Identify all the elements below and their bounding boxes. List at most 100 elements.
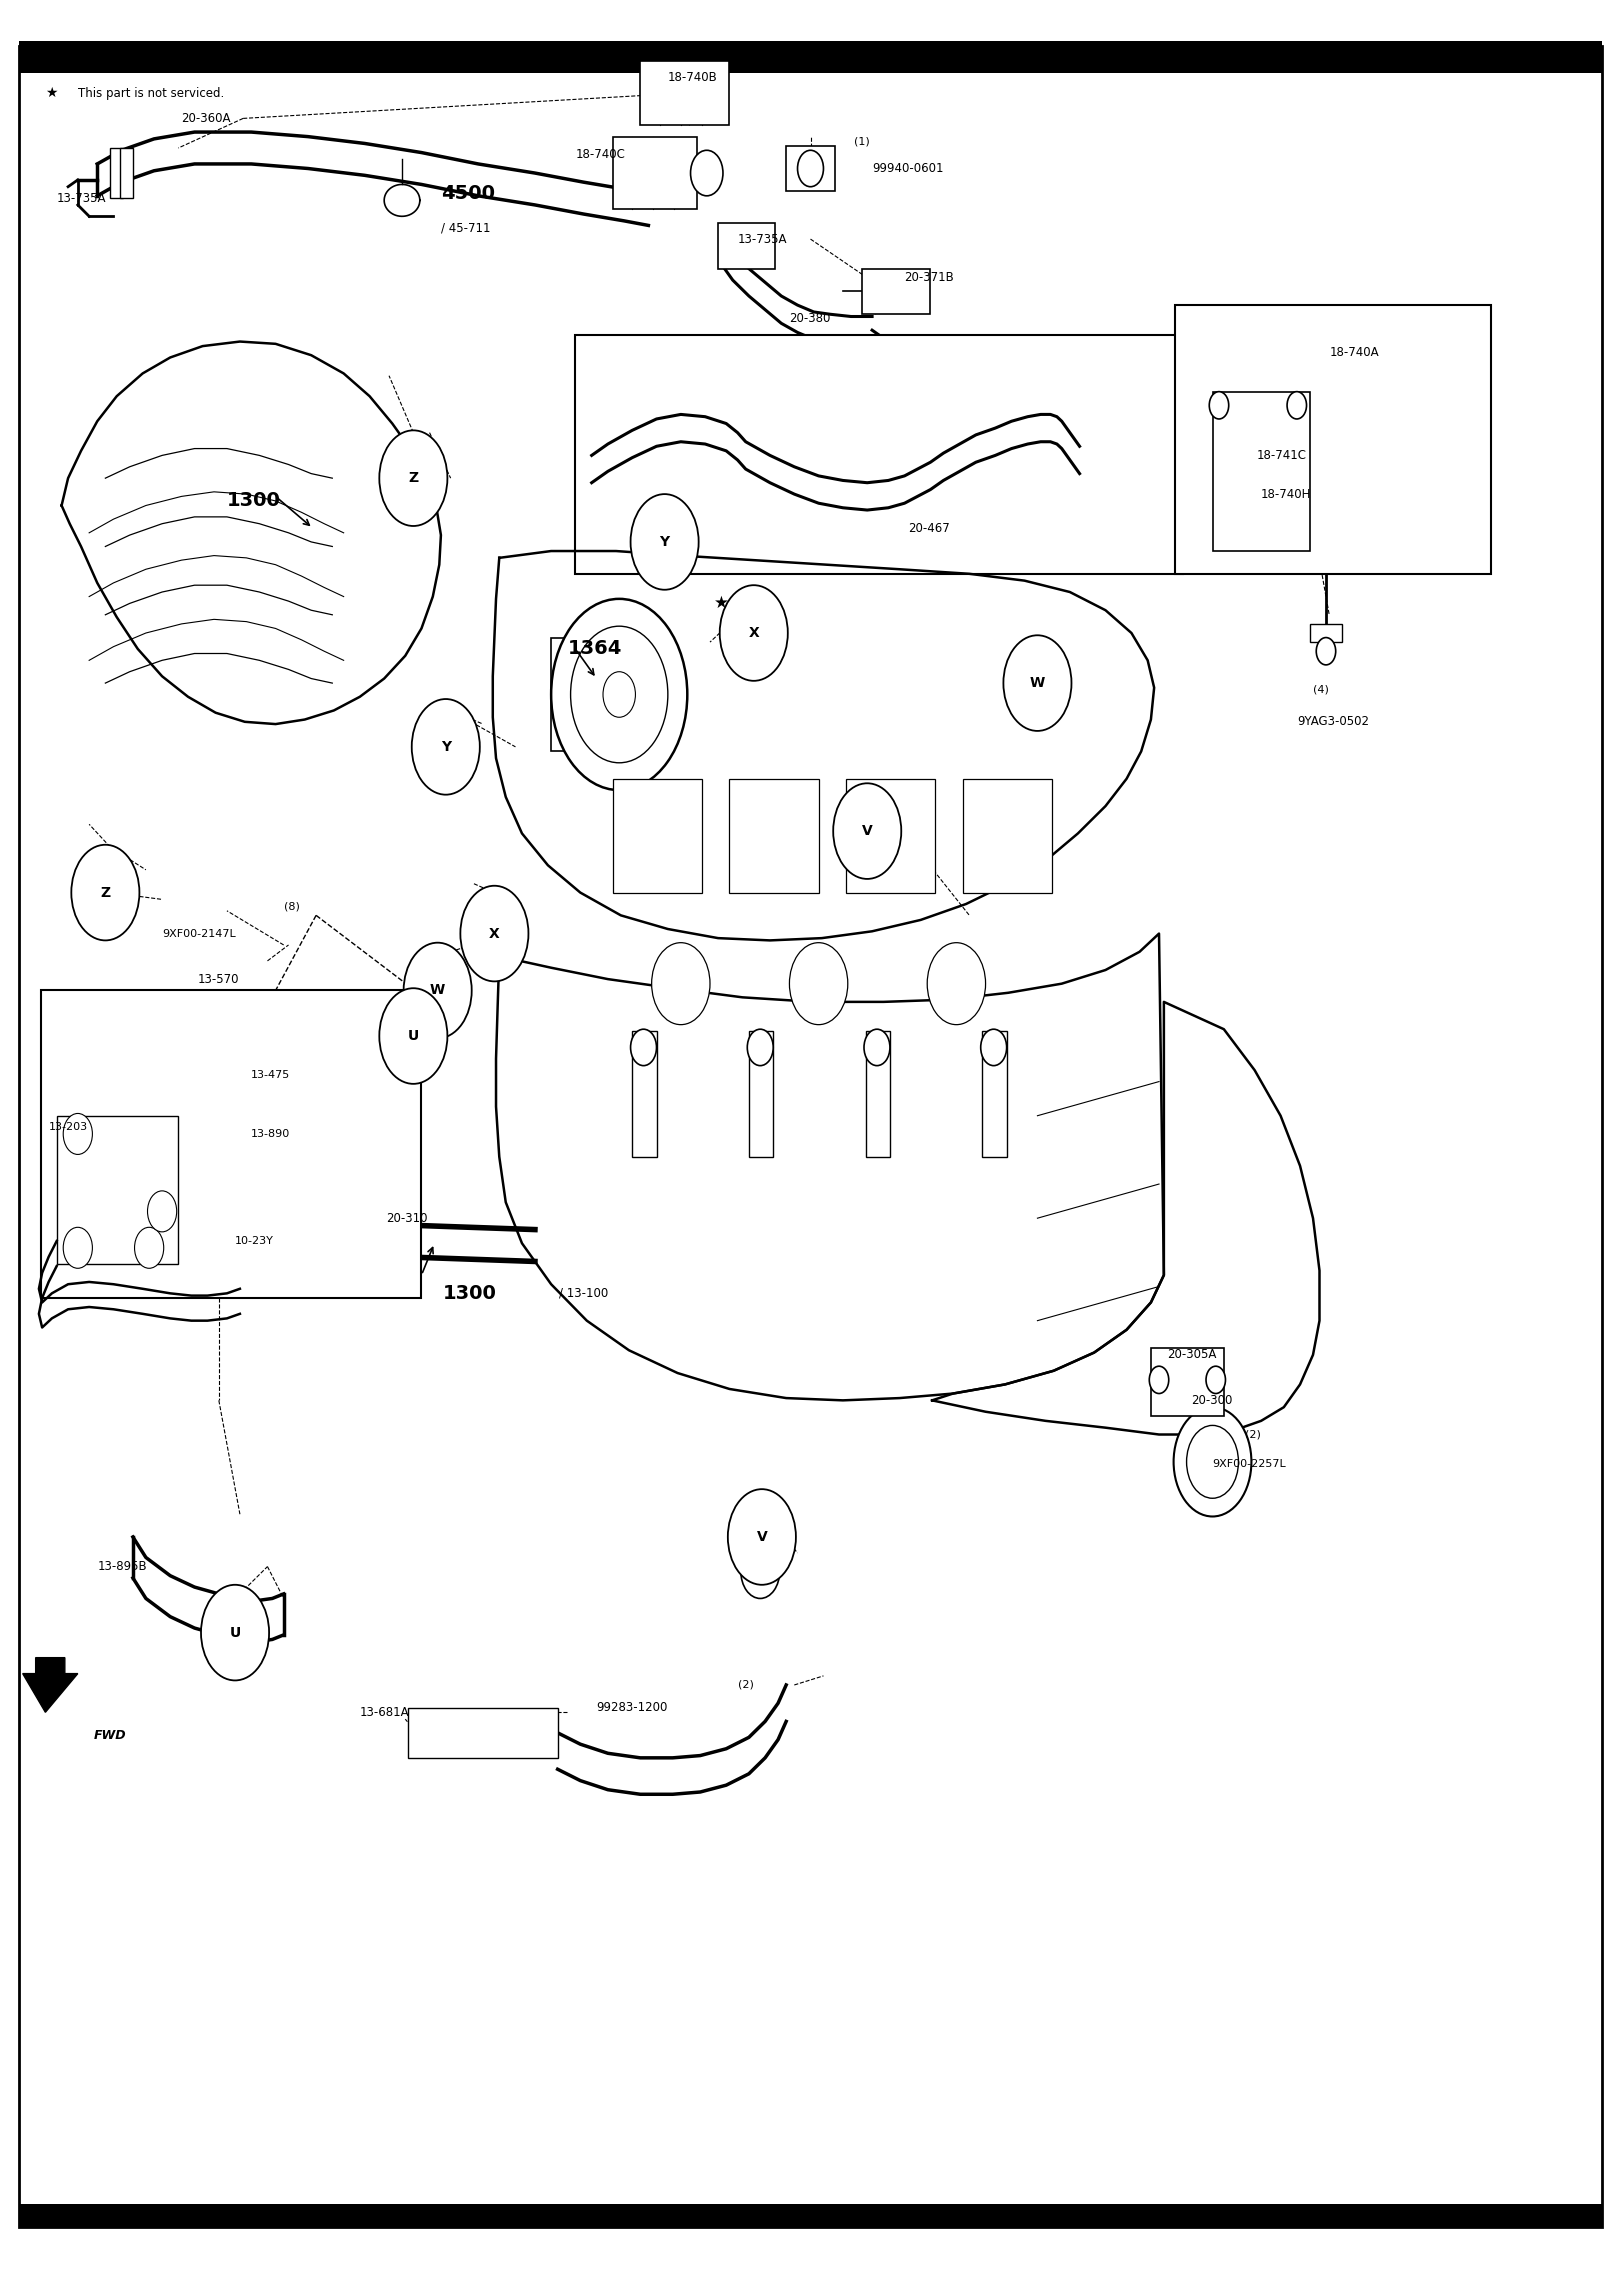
Text: FWD: FWD	[94, 1728, 126, 1742]
Text: 18-740H: 18-740H	[1261, 487, 1311, 501]
Text: 20-305A: 20-305A	[1167, 1348, 1216, 1362]
Bar	[982, 1031, 1007, 1157]
Bar	[575, 335, 1183, 574]
Text: 13-475: 13-475	[251, 1070, 290, 1079]
Circle shape	[741, 1544, 780, 1598]
Circle shape	[789, 943, 848, 1025]
Text: X: X	[490, 927, 499, 940]
Text: 9XF00-2147L: 9XF00-2147L	[162, 929, 235, 938]
Text: 1300: 1300	[227, 492, 280, 510]
Text: U: U	[230, 1626, 240, 1639]
Bar	[1151, 1348, 1224, 1416]
Text: (2): (2)	[1245, 1430, 1261, 1439]
Text: 13-890: 13-890	[251, 1129, 290, 1138]
Circle shape	[379, 988, 447, 1084]
Circle shape	[71, 845, 139, 940]
Polygon shape	[932, 1002, 1319, 1435]
Text: W: W	[430, 984, 446, 997]
Text: (8): (8)	[284, 902, 300, 911]
Text: (4): (4)	[1313, 685, 1329, 694]
Bar	[613, 137, 697, 209]
Text: W: W	[1029, 676, 1046, 690]
Text: 20-300: 20-300	[1191, 1394, 1234, 1407]
Circle shape	[652, 943, 710, 1025]
Text: 9XF00-2257L: 9XF00-2257L	[1213, 1460, 1285, 1469]
Circle shape	[798, 150, 823, 187]
Circle shape	[728, 1489, 796, 1585]
Bar	[1175, 305, 1491, 574]
Text: 20-371B: 20-371B	[905, 271, 955, 285]
Text: 1364: 1364	[567, 640, 622, 658]
Text: 99940-0601: 99940-0601	[872, 162, 943, 175]
Bar	[408, 1708, 558, 1758]
Text: Z: Z	[408, 471, 418, 485]
Circle shape	[571, 626, 668, 763]
Bar	[110, 148, 123, 198]
Text: / 45-711: / 45-711	[441, 221, 491, 235]
Circle shape	[460, 886, 528, 981]
Polygon shape	[493, 551, 1154, 940]
Bar	[632, 1031, 657, 1157]
Circle shape	[135, 1227, 164, 1268]
Text: 10-23Y: 10-23Y	[235, 1236, 274, 1246]
Text: Y: Y	[660, 535, 669, 549]
Bar	[749, 1031, 773, 1157]
Text: (1): (1)	[854, 137, 870, 146]
Text: X: X	[749, 626, 759, 640]
Bar	[729, 779, 819, 893]
Bar	[742, 1501, 778, 1560]
Bar	[19, 2204, 1602, 2227]
Text: U: U	[408, 1029, 418, 1043]
Bar	[41, 990, 421, 1298]
Bar	[551, 638, 616, 751]
Text: 13-735A: 13-735A	[738, 232, 788, 246]
Text: 13-735A: 13-735A	[57, 191, 107, 205]
Text: 9YAG3-0502: 9YAG3-0502	[1297, 715, 1368, 729]
Text: 4500: 4500	[441, 184, 494, 203]
Bar	[120, 148, 133, 198]
Circle shape	[1209, 392, 1229, 419]
Bar	[846, 779, 935, 893]
Text: 20-380: 20-380	[789, 312, 832, 326]
Bar	[866, 1031, 890, 1157]
Circle shape	[833, 783, 901, 879]
Bar	[718, 223, 775, 269]
Bar	[786, 146, 835, 191]
Circle shape	[927, 943, 986, 1025]
Circle shape	[981, 1029, 1007, 1066]
Text: 18-741C: 18-741C	[1256, 449, 1307, 462]
Text: 18-740A: 18-740A	[1329, 346, 1379, 360]
Text: 99283-1200: 99283-1200	[597, 1701, 668, 1715]
Text: ★: ★	[713, 594, 729, 613]
Circle shape	[1149, 1366, 1169, 1394]
Circle shape	[1003, 635, 1071, 731]
Polygon shape	[496, 934, 1164, 1400]
Text: V: V	[862, 824, 872, 838]
Text: 13-895B: 13-895B	[97, 1560, 148, 1573]
Circle shape	[63, 1227, 92, 1268]
Polygon shape	[62, 342, 441, 724]
Circle shape	[631, 1029, 657, 1066]
Circle shape	[404, 943, 472, 1038]
Bar	[57, 1116, 178, 1264]
Text: Z: Z	[101, 886, 110, 899]
Circle shape	[412, 699, 480, 795]
Text: 20-467: 20-467	[908, 521, 950, 535]
Polygon shape	[23, 1658, 78, 1712]
Circle shape	[864, 1029, 890, 1066]
Text: This part is not serviced.: This part is not serviced.	[78, 87, 224, 100]
Circle shape	[631, 494, 699, 590]
Circle shape	[379, 430, 447, 526]
Circle shape	[1187, 1425, 1238, 1498]
Circle shape	[1316, 638, 1336, 665]
Circle shape	[720, 585, 788, 681]
Text: 13-681A: 13-681A	[360, 1705, 410, 1719]
Text: V: V	[757, 1530, 767, 1544]
Circle shape	[691, 150, 723, 196]
Text: (2): (2)	[738, 1680, 754, 1690]
Text: / 13-100: / 13-100	[559, 1287, 608, 1300]
Text: 1300: 1300	[443, 1284, 496, 1302]
Circle shape	[148, 1191, 177, 1232]
Bar	[1310, 624, 1342, 642]
Text: 13-570: 13-570	[198, 972, 240, 986]
